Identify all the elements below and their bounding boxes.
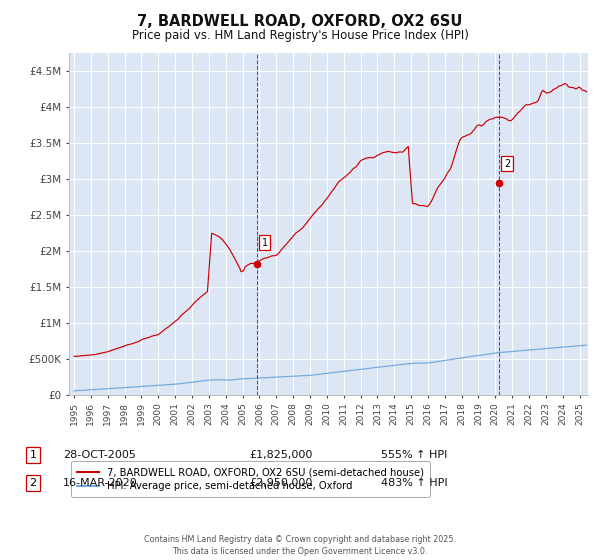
Text: 2: 2 bbox=[29, 478, 37, 488]
Text: 16-MAR-2020: 16-MAR-2020 bbox=[63, 478, 138, 488]
Text: 1: 1 bbox=[29, 450, 37, 460]
Text: 28-OCT-2005: 28-OCT-2005 bbox=[63, 450, 136, 460]
Legend: 7, BARDWELL ROAD, OXFORD, OX2 6SU (semi-detached house), HPI: Average price, sem: 7, BARDWELL ROAD, OXFORD, OX2 6SU (semi-… bbox=[71, 461, 430, 497]
Text: 1: 1 bbox=[262, 237, 268, 248]
Text: 555% ↑ HPI: 555% ↑ HPI bbox=[381, 450, 448, 460]
Text: Contains HM Land Registry data © Crown copyright and database right 2025.
This d: Contains HM Land Registry data © Crown c… bbox=[144, 535, 456, 556]
Text: Price paid vs. HM Land Registry's House Price Index (HPI): Price paid vs. HM Land Registry's House … bbox=[131, 29, 469, 42]
Text: £1,825,000: £1,825,000 bbox=[249, 450, 313, 460]
Text: £2,950,000: £2,950,000 bbox=[249, 478, 313, 488]
Text: 483% ↑ HPI: 483% ↑ HPI bbox=[381, 478, 448, 488]
Text: 7, BARDWELL ROAD, OXFORD, OX2 6SU: 7, BARDWELL ROAD, OXFORD, OX2 6SU bbox=[137, 14, 463, 29]
Text: 2: 2 bbox=[504, 159, 510, 169]
